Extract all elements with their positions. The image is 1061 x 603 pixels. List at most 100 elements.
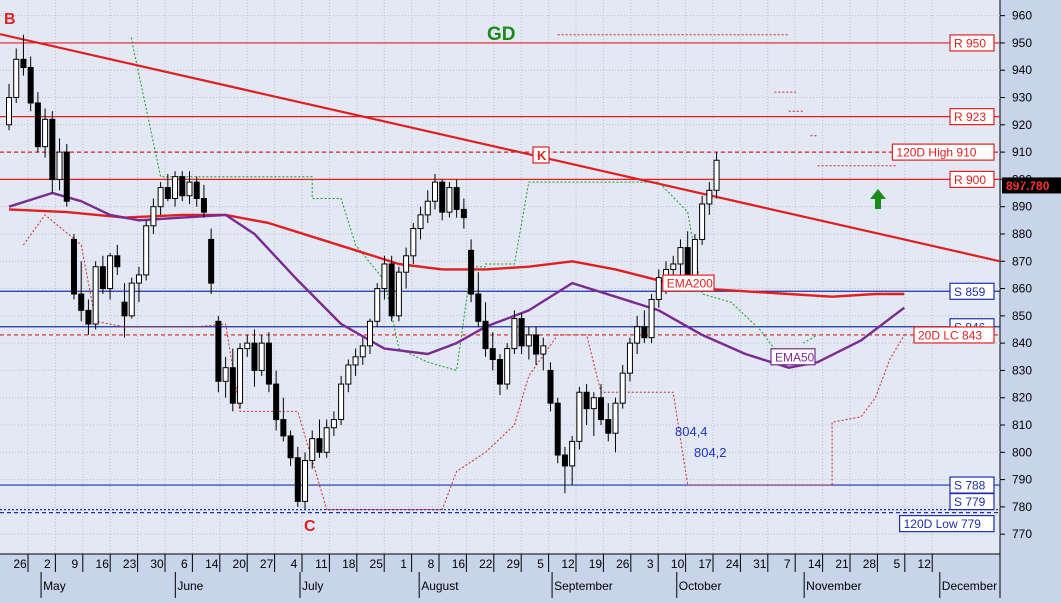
candle-body bbox=[164, 187, 171, 199]
up-arrow-icon bbox=[870, 189, 886, 209]
month-label: June bbox=[177, 579, 203, 593]
x-tick-label: 2 bbox=[44, 557, 51, 571]
level-label: R 950 bbox=[954, 36, 986, 50]
candle-body bbox=[85, 309, 92, 325]
candle-body bbox=[157, 187, 164, 208]
x-tick-label: 17 bbox=[698, 557, 712, 571]
candle-body bbox=[670, 263, 677, 270]
candle-body bbox=[265, 342, 272, 385]
level-lines bbox=[0, 42, 1000, 514]
level-label: R 900 bbox=[954, 173, 986, 187]
candle-body bbox=[619, 372, 626, 404]
candle-body bbox=[352, 356, 359, 366]
candle-body bbox=[237, 348, 244, 404]
x-tick-label: 22 bbox=[479, 557, 493, 571]
month-label: May bbox=[43, 579, 66, 593]
x-tick-label: 30 bbox=[150, 557, 164, 571]
candle-body bbox=[359, 345, 366, 358]
candle-body bbox=[367, 320, 373, 347]
candle-body bbox=[648, 298, 655, 339]
candle-body bbox=[13, 58, 20, 99]
candle-body bbox=[706, 189, 713, 205]
y-tick-label: 800 bbox=[1012, 445, 1032, 459]
x-tick-label: 19 bbox=[589, 557, 603, 571]
candle-body bbox=[460, 208, 467, 219]
marker-label: B bbox=[4, 11, 16, 28]
y-tick-label: 860 bbox=[1012, 282, 1032, 296]
x-tick-label: 5 bbox=[537, 557, 544, 571]
candle-body bbox=[258, 342, 265, 371]
candle-body bbox=[713, 159, 720, 191]
month-label: November bbox=[806, 579, 861, 593]
candle-body bbox=[403, 255, 410, 273]
candle-body bbox=[34, 102, 41, 148]
level-label: S 859 bbox=[954, 285, 986, 299]
candle-body bbox=[179, 176, 186, 197]
candle-body bbox=[634, 326, 641, 344]
candle-body bbox=[511, 318, 518, 350]
candle-body bbox=[598, 397, 605, 421]
candle-body bbox=[590, 397, 597, 410]
y-tick-label: 870 bbox=[1012, 254, 1032, 268]
level-label-box bbox=[898, 515, 995, 533]
candle-body bbox=[612, 402, 619, 434]
x-tick-label: 23 bbox=[123, 557, 137, 571]
x-tick-label: 7 bbox=[784, 557, 791, 571]
marker-k-box bbox=[532, 146, 550, 164]
candle-body bbox=[489, 348, 496, 361]
x-tick-label: 12 bbox=[561, 557, 575, 571]
value-label: 804,4 bbox=[675, 424, 708, 439]
candle-body bbox=[496, 359, 503, 385]
candle-body bbox=[453, 187, 460, 210]
candle-body bbox=[525, 334, 532, 347]
candle-body bbox=[374, 288, 381, 322]
y-axis-panel bbox=[1000, 0, 1061, 598]
ema50-label: EMA50 bbox=[775, 350, 815, 364]
value-label: 804,2 bbox=[694, 445, 727, 460]
y-tick-label: 960 bbox=[1012, 9, 1032, 23]
candle-body bbox=[107, 255, 114, 290]
candle-body bbox=[338, 383, 345, 421]
candle-body bbox=[150, 206, 157, 227]
x-tick-label: 16 bbox=[96, 557, 110, 571]
x-tick-label: 29 bbox=[507, 557, 521, 571]
plot-area bbox=[0, 0, 1000, 573]
candle-body bbox=[316, 438, 323, 453]
level-label: 120D Low 779 bbox=[904, 517, 982, 531]
ema200-label-box bbox=[662, 274, 715, 292]
marker-label: K bbox=[537, 148, 547, 163]
x-tick-label: 18 bbox=[342, 557, 356, 571]
candle-body bbox=[280, 419, 287, 437]
y-tick-label: 880 bbox=[1012, 227, 1032, 241]
x-tick-label: 1 bbox=[400, 557, 407, 571]
y-tick-label: 830 bbox=[1012, 363, 1032, 377]
candle-body bbox=[193, 181, 200, 199]
x-tick-label: 12 bbox=[918, 557, 932, 571]
x-tick-label: 5 bbox=[893, 557, 900, 571]
month-label: October bbox=[679, 579, 722, 593]
candle-body bbox=[554, 402, 561, 456]
x-tick-label: 27 bbox=[260, 557, 274, 571]
candle-body bbox=[49, 118, 56, 180]
candle-body bbox=[677, 247, 684, 265]
candle-body bbox=[641, 326, 648, 339]
candle-body bbox=[42, 118, 49, 148]
month-label: September bbox=[554, 579, 613, 593]
trendline bbox=[0, 33, 1001, 263]
level-label: R 923 bbox=[954, 110, 986, 124]
last-price-box bbox=[1002, 177, 1061, 194]
candle-body bbox=[294, 457, 301, 502]
x-tick-label: 14 bbox=[205, 557, 219, 571]
x-tick-label: 20 bbox=[233, 557, 247, 571]
candle-body bbox=[518, 318, 525, 347]
candle-body bbox=[172, 176, 179, 199]
candle-body bbox=[70, 238, 77, 295]
x-tick-label: 31 bbox=[753, 557, 767, 571]
candle-body bbox=[547, 369, 554, 404]
candles bbox=[6, 34, 720, 510]
last-price-label: 897.780 bbox=[1006, 179, 1050, 193]
marker-label: GD bbox=[487, 24, 516, 45]
candle-body bbox=[468, 249, 475, 295]
axis-labels: 9609509409309209109008908808708608508408… bbox=[13, 9, 1032, 598]
